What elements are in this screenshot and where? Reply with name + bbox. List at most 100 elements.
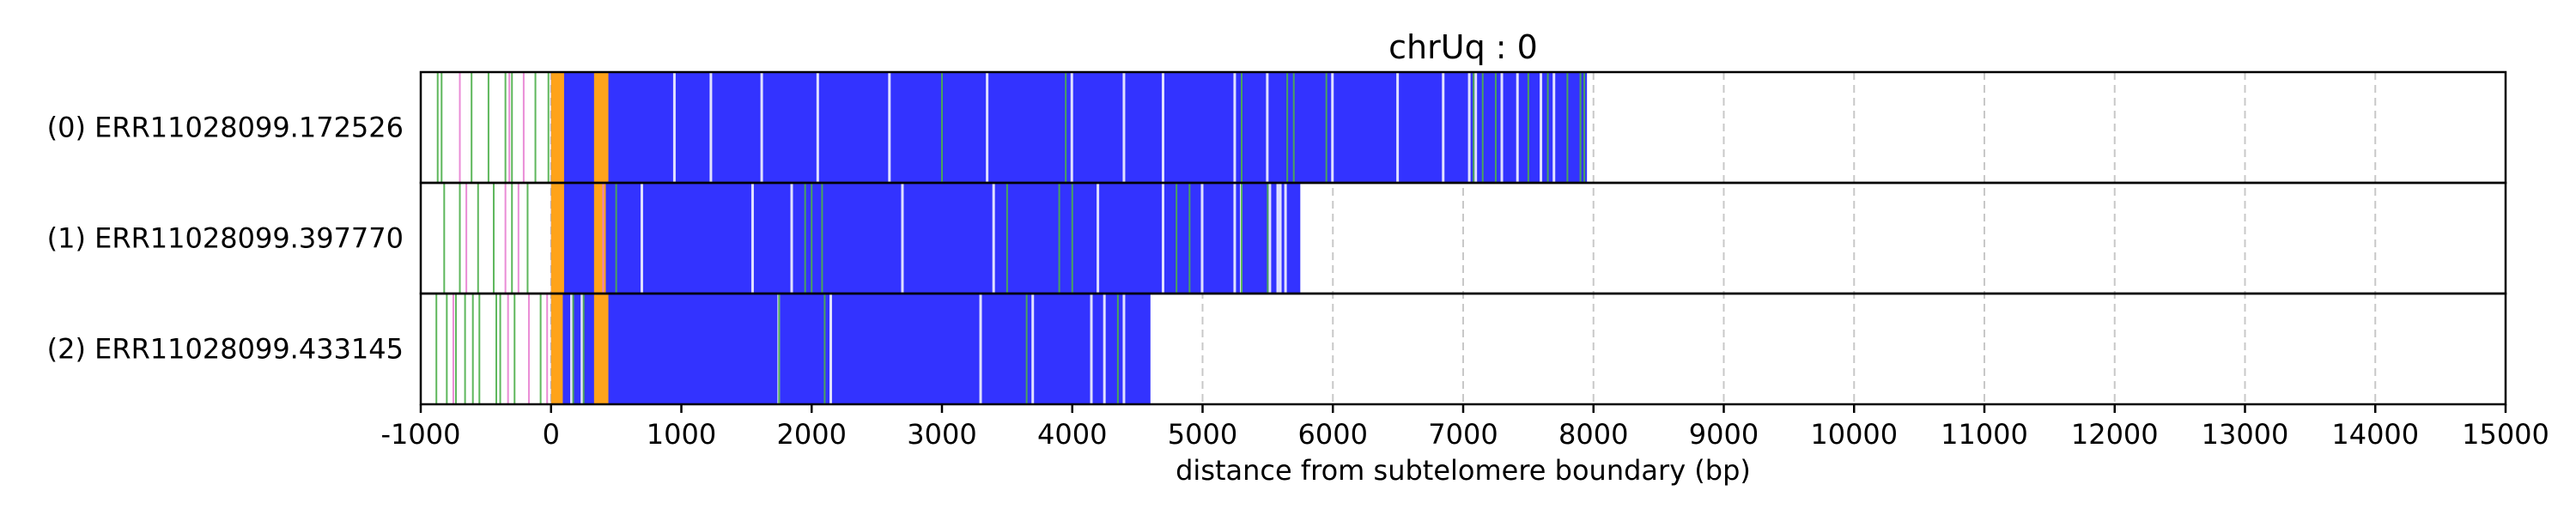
- green-mark: [1286, 72, 1289, 183]
- green-mark: [499, 294, 501, 404]
- gap-mark: [1031, 294, 1035, 404]
- x-tick-label: 5000: [1168, 418, 1237, 451]
- green-mark: [440, 72, 443, 183]
- x-tick-label: 13000: [2202, 418, 2289, 451]
- gap-mark: [888, 72, 891, 183]
- green-mark: [471, 72, 473, 183]
- gap-mark: [1500, 72, 1504, 183]
- green-mark: [1473, 72, 1475, 183]
- read-labels: (0) ERR11028099.172526 (1) ERR11028099.39…: [47, 112, 404, 366]
- green-mark: [436, 72, 439, 183]
- gap-mark: [580, 294, 584, 404]
- green-mark: [1566, 72, 1569, 183]
- green-mark: [615, 183, 617, 294]
- green-mark: [464, 294, 466, 404]
- green-mark: [513, 294, 516, 404]
- green-mark: [526, 183, 529, 294]
- read-track: [443, 183, 1301, 294]
- gap-mark: [1467, 72, 1471, 183]
- green-mark: [823, 294, 826, 404]
- orange-region: [593, 72, 609, 183]
- x-tick-label: 0: [543, 418, 560, 451]
- green-mark: [804, 183, 806, 294]
- gap-mark: [1103, 294, 1106, 404]
- orange-region: [550, 294, 563, 404]
- x-tick-label: 7000: [1428, 418, 1498, 451]
- gap-mark: [1331, 72, 1334, 183]
- gap-mark: [760, 72, 763, 183]
- gap-mark: [1552, 72, 1556, 183]
- gap-mark: [901, 183, 904, 294]
- green-mark: [478, 294, 481, 404]
- gap-mark: [1284, 183, 1287, 294]
- orange-region: [593, 294, 609, 404]
- green-mark: [1188, 183, 1191, 294]
- magenta-mark: [527, 294, 530, 404]
- magenta-mark: [452, 294, 454, 404]
- gap-mark: [1070, 72, 1073, 183]
- magenta-mark: [522, 72, 525, 183]
- gap-mark: [1233, 72, 1236, 183]
- gap-mark: [1122, 294, 1126, 404]
- magenta-mark: [504, 183, 507, 294]
- green-mark: [1325, 72, 1327, 183]
- gap-mark: [1097, 183, 1100, 294]
- green-mark: [459, 183, 461, 294]
- green-mark: [446, 294, 448, 404]
- read-track: [436, 72, 1588, 183]
- x-tick-label: 15000: [2462, 418, 2549, 451]
- x-tick-label: 9000: [1689, 418, 1759, 451]
- green-mark: [811, 183, 813, 294]
- read-label: (2) ERR11028099.433145: [47, 333, 404, 366]
- x-tick-label: 11000: [1941, 418, 2028, 451]
- gap-mark: [1442, 72, 1445, 183]
- plot-frame: [419, 70, 2507, 406]
- green-mark: [454, 294, 457, 404]
- magenta-mark: [465, 183, 468, 294]
- green-mark: [471, 294, 474, 404]
- green-mark: [941, 72, 943, 183]
- gap-mark: [1268, 183, 1272, 294]
- green-mark: [572, 294, 574, 404]
- green-mark: [547, 72, 550, 183]
- repeat-span: [550, 294, 1151, 404]
- green-mark: [492, 183, 495, 294]
- x-axis-label: distance from subtelomere boundary (bp): [1176, 454, 1751, 487]
- gap-mark: [979, 294, 982, 404]
- green-mark: [1071, 183, 1073, 294]
- gap-mark: [986, 72, 989, 183]
- gap-mark: [1279, 183, 1282, 294]
- gap-mark: [570, 294, 574, 404]
- green-mark: [1241, 183, 1243, 294]
- gap-mark: [672, 72, 676, 183]
- gap-mark: [1396, 72, 1400, 183]
- green-mark: [1065, 72, 1067, 183]
- green-mark: [1176, 183, 1178, 294]
- x-tick-label: 2000: [777, 418, 847, 451]
- gap-mark: [790, 183, 793, 294]
- gap-mark: [1161, 72, 1164, 183]
- gap-mark: [1266, 72, 1269, 183]
- x-tick-label: 10000: [1810, 418, 1898, 451]
- green-mark: [1267, 183, 1269, 294]
- green-mark: [435, 294, 438, 404]
- orange-region: [550, 183, 564, 294]
- x-tick-label: 14000: [2331, 418, 2419, 451]
- gap-mark: [1122, 72, 1126, 183]
- x-tick-label: 12000: [2071, 418, 2159, 451]
- x-tick-label: 4000: [1037, 418, 1107, 451]
- read-label: (0) ERR11028099.172526: [47, 112, 404, 144]
- gap-mark: [992, 183, 995, 294]
- magenta-mark: [508, 72, 511, 183]
- green-mark: [1546, 72, 1549, 183]
- green-mark: [511, 183, 513, 294]
- gap-mark: [709, 72, 713, 183]
- gap-mark: [1200, 183, 1204, 294]
- green-mark: [1025, 294, 1028, 404]
- x-tick-label: 8000: [1558, 418, 1628, 451]
- green-mark: [1241, 72, 1243, 183]
- gap-mark: [750, 183, 754, 294]
- green-mark: [1292, 72, 1295, 183]
- green-mark: [1579, 72, 1582, 183]
